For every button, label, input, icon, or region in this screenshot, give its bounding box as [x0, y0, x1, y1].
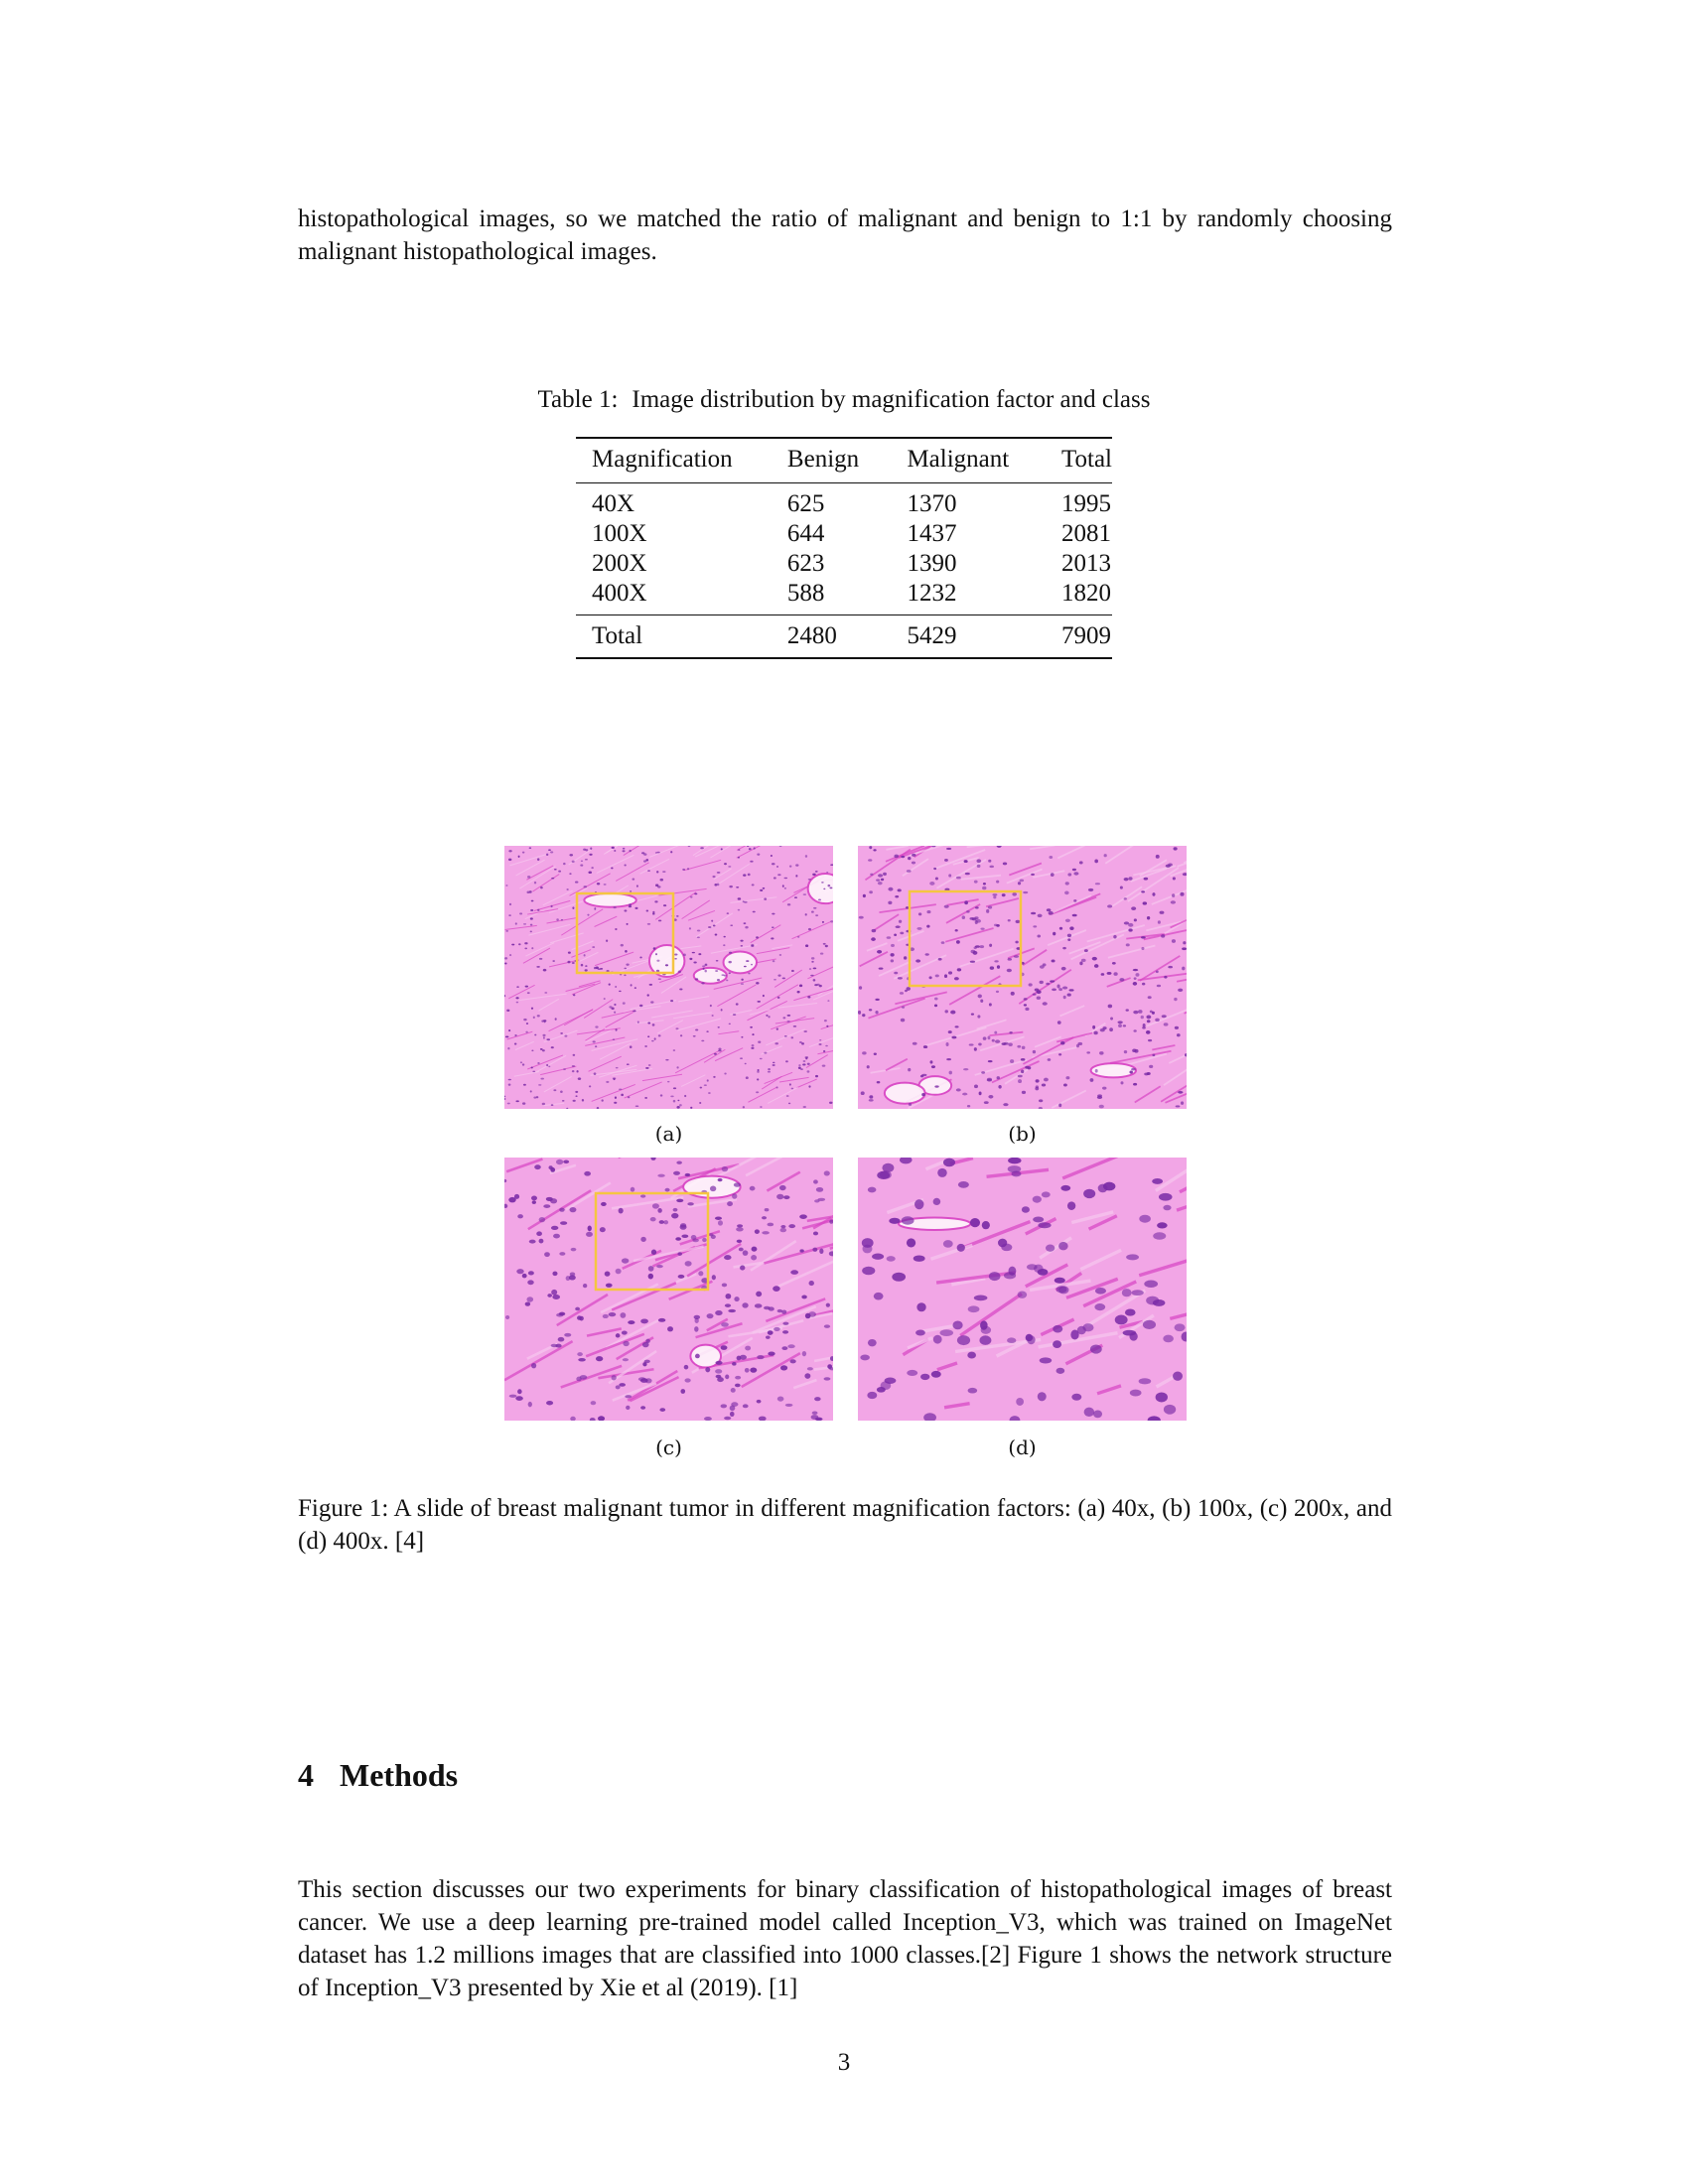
table-cell: 2013 — [1060, 550, 1111, 577]
table-row: 40X 625 1370 1995 — [576, 483, 1112, 520]
table-cell: 2081 — [1060, 520, 1111, 547]
table-caption: Table 1: Image distribution by magnificat… — [0, 383, 1688, 416]
subfigure-label-c: (c) — [655, 1435, 682, 1459]
table-cell: 5429 — [891, 614, 1046, 657]
table-row: 400X 588 1232 1820 — [576, 579, 1112, 615]
histology-image-40x — [504, 846, 833, 1109]
histology-image-200x — [504, 1158, 833, 1421]
header-magnification: Magnification — [576, 439, 772, 483]
table-cell: Total — [576, 614, 772, 657]
table-cell: 1820 — [1060, 580, 1111, 607]
histology-image-400x — [858, 1158, 1187, 1421]
tissue-image — [858, 846, 1187, 1109]
tissue-image — [504, 846, 833, 1109]
table-cell: 100X — [592, 520, 647, 547]
table-row: 100X 644 1437 2081 — [576, 519, 1112, 549]
table-header-row: Magnification Benign Malignant Total — [576, 439, 1112, 483]
table-cell: 40X — [592, 490, 635, 517]
section-title: Methods — [340, 1757, 459, 1793]
subfigure-label-d: (d) — [1008, 1435, 1037, 1459]
table-cell: 1390 — [907, 550, 957, 577]
header-malignant: Malignant — [891, 439, 1046, 483]
table-cell: 1995 — [1060, 490, 1111, 517]
table-row: 200X 623 1390 2013 — [576, 549, 1112, 579]
distribution-table: Magnification Benign Malignant Total 40X… — [576, 437, 1112, 659]
subfigure-label-a: (a) — [654, 1122, 683, 1146]
intro-paragraph: histopathological images, so we matched … — [298, 205, 1392, 265]
header-benign: Benign — [771, 439, 892, 483]
table-cell: 644 — [786, 520, 825, 547]
figure-caption: Figure 1: A slide of breast malignant tu… — [298, 1495, 1392, 1555]
histology-image-100x — [858, 846, 1187, 1109]
table-cell: 7909 — [1045, 614, 1112, 657]
methods-paragraph: This section discusses our two experimen… — [298, 1876, 1392, 2001]
page-number: 3 — [837, 2049, 851, 2076]
table-cell: 623 — [786, 550, 825, 577]
table-cell: 1232 — [907, 580, 957, 607]
tissue-image — [858, 1158, 1187, 1421]
table-cell: 625 — [786, 490, 825, 517]
table-cell: 588 — [786, 580, 825, 607]
table-cell: 400X — [592, 580, 647, 607]
subfigure-label-b: (b) — [1008, 1122, 1037, 1146]
section-heading: 4 Methods — [298, 1755, 458, 1795]
table-cell: 2480 — [771, 614, 892, 657]
section-number: 4 — [298, 1757, 314, 1793]
table-total-row: Total 2480 5429 7909 — [576, 614, 1112, 657]
table-title: Image distribution by magnification fact… — [632, 386, 1151, 413]
table-cell: 200X — [592, 550, 647, 577]
tissue-image — [504, 1158, 833, 1421]
header-total: Total — [1045, 439, 1112, 483]
table-cell: 1437 — [907, 520, 957, 547]
table-number: Table 1: — [537, 386, 619, 413]
table-cell: 1370 — [907, 490, 957, 517]
